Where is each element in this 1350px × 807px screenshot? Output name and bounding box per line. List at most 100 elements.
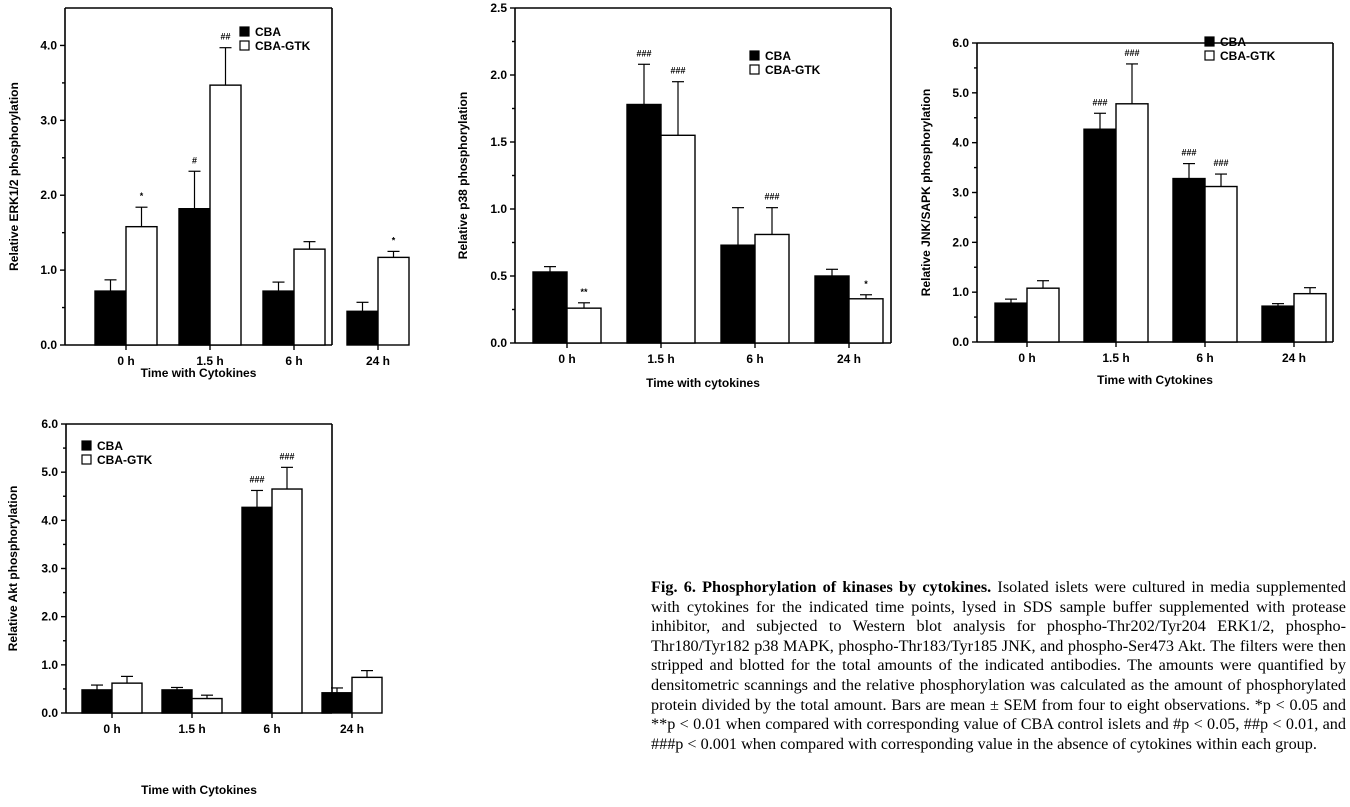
p38-x-tick-label: 1.5 h	[647, 352, 674, 366]
erk-chart: 0.0 1.0 2.0 3.0 4.0 Relative ERK1/2 phosphory…	[7, 7, 410, 380]
akt-x-tick-label: 24 h	[340, 722, 364, 736]
jnk-y-tick-label: 5.0	[952, 86, 969, 100]
akt-y-tick-label: 4.0	[41, 513, 58, 527]
p38-y-tick-label: 0.0	[490, 336, 507, 350]
akt-legend-swatch	[81, 454, 92, 465]
jnk-significance-mark: ###	[1181, 148, 1196, 158]
akt-x-tick-label: 1.5 h	[178, 722, 205, 736]
p38-legend-swatch	[749, 50, 760, 61]
akt-bar	[161, 689, 193, 714]
jnk-y-tick-label: 1.0	[952, 285, 969, 299]
p38-bar	[814, 275, 850, 344]
akt-y-tick-label: 0.0	[41, 706, 58, 720]
erk-y-tick-label: 3.0	[40, 113, 57, 127]
p38-legend-label: CBA	[765, 49, 791, 63]
p38-legend-swatch	[749, 64, 760, 75]
akt-bar	[81, 689, 113, 714]
jnk-legend-swatch	[1204, 50, 1215, 61]
jnk-bar	[1083, 128, 1117, 343]
p38-y-tick-label: 1.5	[490, 135, 507, 149]
erk-x-axis-label: Time with Cytokines	[141, 366, 257, 380]
jnk-significance-mark: ###	[1213, 158, 1228, 168]
erk-bar	[178, 208, 211, 346]
p38-y-axis-label: Relative p38 phosphorylation	[456, 92, 470, 259]
erk-bar	[346, 310, 379, 346]
erk-y-tick-label: 0.0	[40, 338, 57, 352]
figure-caption: Fig. 6. Phosphorylation of kinases by cy…	[651, 578, 1346, 754]
erk-legend-label: CBA-GTK	[255, 39, 311, 53]
erk-y-axis-label: Relative ERK1/2 phosphorylation	[7, 82, 21, 271]
akt-x-axis-label: Time with Cytokines	[141, 783, 257, 797]
erk-x-tick-label: 1.5 h	[196, 354, 223, 368]
p38-x-tick-label: 0 h	[558, 352, 575, 366]
p38-x-tick-label: 6 h	[746, 352, 763, 366]
jnk-y-tick-label: 4.0	[952, 136, 969, 150]
jnk-bar	[1204, 185, 1238, 343]
akt-y-tick-label: 3.0	[41, 562, 58, 576]
jnk-y-axis-label: Relative JNK/SAPK phosphorylation	[919, 89, 933, 296]
jnk-significance-mark: ###	[1092, 97, 1107, 107]
jnk-bar	[1261, 305, 1295, 343]
jnk-bar	[1172, 177, 1206, 343]
erk-y-tick-label: 4.0	[40, 38, 57, 52]
akt-x-tick-label: 0 h	[103, 722, 120, 736]
p38-bar	[566, 307, 602, 344]
erk-y-tick-label: 1.0	[40, 263, 57, 277]
jnk-y-tick-label: 6.0	[952, 36, 969, 50]
jnk-legend-swatch	[1204, 36, 1215, 47]
jnk-bar	[1026, 287, 1060, 343]
erk-x-tick-label: 6 h	[285, 354, 302, 368]
caption-lead: Fig. 6. Phosphorylation of kinases by cy…	[651, 578, 992, 596]
jnk-x-tick-label: 24 h	[1282, 351, 1306, 365]
akt-bar	[241, 506, 273, 714]
jnk-legend-label: CBA	[1220, 35, 1246, 49]
jnk-legend-label: CBA-GTK	[1220, 49, 1276, 63]
jnk-y-tick-label: 2.0	[952, 235, 969, 249]
jnk-y-tick-label: 3.0	[952, 186, 969, 200]
p38-y-tick-label: 0.5	[490, 269, 507, 283]
p38-x-tick-label: 24 h	[837, 352, 861, 366]
erk-x-tick-label: 24 h	[366, 354, 390, 368]
p38-bar	[660, 134, 696, 344]
jnk-x-tick-label: 6 h	[1196, 351, 1213, 365]
jnk-x-axis-label: Time with Cytokines	[1097, 373, 1213, 387]
jnk-bar	[994, 302, 1028, 343]
erk-y-tick-label: 2.0	[40, 188, 57, 202]
akt-bar	[191, 697, 223, 714]
jnk-significance-mark: ###	[1124, 48, 1139, 58]
jnk-bar	[1115, 103, 1149, 343]
p38-significance-mark: ###	[764, 192, 779, 202]
p38-y-tick-label: 2.5	[490, 1, 507, 15]
erk-legend-swatch	[239, 40, 250, 51]
akt-legend-swatch	[81, 440, 92, 451]
erk-bar	[262, 290, 295, 346]
jnk-bar	[1293, 292, 1327, 343]
akt-y-axis-label: Relative Akt phosphorylation	[6, 486, 20, 652]
p38-bar	[532, 271, 568, 344]
akt-x-tick-label: 6 h	[263, 722, 280, 736]
akt-y-tick-label: 2.0	[41, 610, 58, 624]
jnk-x-tick-label: 0 h	[1018, 351, 1035, 365]
akt-bar	[351, 676, 383, 714]
jnk-x-tick-label: 1.5 h	[1102, 351, 1129, 365]
p38-bar	[848, 298, 884, 344]
p38-legend-label: CBA-GTK	[765, 63, 821, 77]
akt-significance-mark: ###	[249, 474, 264, 484]
p38-significance-mark: ###	[636, 48, 651, 58]
erk-bar	[209, 84, 242, 346]
erk-bar	[94, 290, 127, 346]
erk-significance-mark: *	[140, 191, 144, 201]
akt-bar	[321, 692, 353, 714]
p38-x-axis-label: Time with cytokines	[646, 376, 760, 390]
akt-y-tick-label: 1.0	[41, 658, 58, 672]
akt-chart: 0.0 1.0 2.0 3.0 4.0 5.0 6.0 Relative Akt phosph…	[6, 417, 383, 797]
erk-bar	[377, 256, 410, 346]
erk-significance-mark: ##	[220, 32, 230, 42]
erk-significance-mark: #	[192, 155, 197, 165]
akt-bar	[111, 682, 143, 714]
erk-bar	[293, 248, 326, 346]
jnk-chart: 0.0 1.0 2.0 3.0 4.0 5.0 6.0 Relative JNK/SAPK p…	[919, 35, 1334, 387]
p38-significance-mark: *	[864, 279, 868, 289]
p38-y-tick-label: 2.0	[490, 68, 507, 82]
akt-bar	[271, 488, 303, 714]
